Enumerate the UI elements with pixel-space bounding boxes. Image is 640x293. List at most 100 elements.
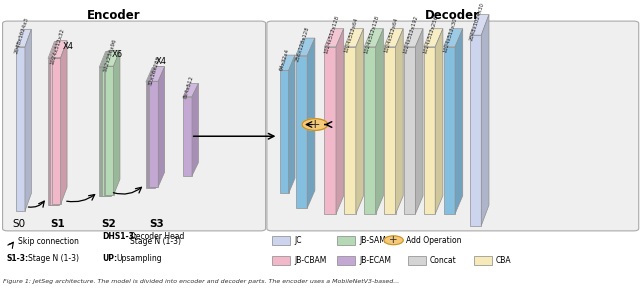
Text: 32x16x288: 32x16x288 bbox=[148, 55, 161, 86]
Polygon shape bbox=[364, 47, 376, 214]
Polygon shape bbox=[104, 50, 120, 66]
Polygon shape bbox=[183, 84, 198, 97]
Text: 2048x1024x30: 2048x1024x30 bbox=[468, 2, 485, 42]
Polygon shape bbox=[280, 55, 295, 70]
Polygon shape bbox=[147, 82, 156, 187]
Polygon shape bbox=[57, 42, 63, 205]
Text: S1: S1 bbox=[50, 219, 65, 229]
Text: Decoder: Decoder bbox=[426, 9, 480, 22]
Polygon shape bbox=[336, 29, 344, 214]
Polygon shape bbox=[344, 29, 364, 47]
Polygon shape bbox=[435, 29, 443, 214]
Polygon shape bbox=[101, 67, 110, 196]
Text: X6: X6 bbox=[111, 50, 123, 59]
Polygon shape bbox=[61, 41, 67, 204]
Polygon shape bbox=[100, 51, 116, 67]
Polygon shape bbox=[364, 29, 383, 47]
Text: S1-3:: S1-3: bbox=[6, 254, 29, 263]
Polygon shape bbox=[113, 50, 120, 195]
FancyBboxPatch shape bbox=[3, 21, 266, 231]
Text: Encoder: Encoder bbox=[87, 9, 141, 22]
Text: JB-CBAM: JB-CBAM bbox=[294, 256, 327, 265]
Polygon shape bbox=[307, 38, 315, 208]
Polygon shape bbox=[384, 29, 403, 47]
Polygon shape bbox=[16, 47, 25, 211]
Polygon shape bbox=[102, 51, 118, 67]
Text: 1024x512x64: 1024x512x64 bbox=[344, 16, 359, 53]
Polygon shape bbox=[149, 81, 158, 187]
Polygon shape bbox=[146, 67, 161, 82]
Text: Skip connection: Skip connection bbox=[18, 237, 79, 246]
Polygon shape bbox=[158, 67, 164, 187]
FancyBboxPatch shape bbox=[272, 236, 290, 245]
Polygon shape bbox=[48, 42, 63, 59]
Polygon shape bbox=[444, 47, 455, 214]
FancyBboxPatch shape bbox=[337, 256, 355, 265]
Polygon shape bbox=[376, 29, 383, 214]
Polygon shape bbox=[444, 29, 463, 47]
Polygon shape bbox=[404, 47, 415, 214]
Text: 1024x512x128: 1024x512x128 bbox=[363, 15, 380, 54]
Polygon shape bbox=[104, 51, 119, 67]
Polygon shape bbox=[148, 67, 164, 81]
Polygon shape bbox=[148, 81, 157, 187]
Polygon shape bbox=[296, 38, 315, 56]
Text: Concat: Concat bbox=[430, 256, 457, 265]
Text: +: + bbox=[310, 118, 320, 131]
Text: DHS1-3:: DHS1-3: bbox=[102, 232, 138, 241]
Polygon shape bbox=[384, 47, 396, 214]
Text: CBA: CBA bbox=[496, 256, 511, 265]
Polygon shape bbox=[111, 51, 118, 195]
Text: Stage N (1-3): Stage N (1-3) bbox=[130, 237, 181, 246]
Polygon shape bbox=[58, 41, 65, 205]
Circle shape bbox=[384, 236, 403, 245]
Polygon shape bbox=[52, 41, 67, 58]
Polygon shape bbox=[481, 15, 489, 226]
Polygon shape bbox=[146, 82, 155, 188]
Polygon shape bbox=[104, 66, 113, 195]
Polygon shape bbox=[415, 29, 423, 214]
Polygon shape bbox=[396, 29, 403, 214]
Polygon shape bbox=[99, 67, 108, 196]
Polygon shape bbox=[192, 84, 198, 176]
Text: X4: X4 bbox=[63, 42, 74, 51]
Polygon shape bbox=[344, 47, 356, 214]
Polygon shape bbox=[324, 47, 336, 214]
Text: +: + bbox=[389, 235, 398, 245]
Polygon shape bbox=[110, 51, 116, 196]
Polygon shape bbox=[289, 55, 295, 193]
Polygon shape bbox=[49, 41, 65, 58]
Polygon shape bbox=[424, 29, 443, 47]
Text: 1024x512x32: 1024x512x32 bbox=[49, 27, 65, 65]
Text: JC: JC bbox=[294, 236, 302, 245]
Circle shape bbox=[302, 119, 328, 130]
Polygon shape bbox=[51, 58, 60, 205]
Text: 2048x1024x3: 2048x1024x3 bbox=[13, 16, 29, 54]
FancyBboxPatch shape bbox=[337, 236, 355, 245]
FancyBboxPatch shape bbox=[408, 256, 426, 265]
Polygon shape bbox=[404, 29, 423, 47]
Polygon shape bbox=[470, 15, 489, 35]
Text: 512x256x96: 512x256x96 bbox=[102, 38, 117, 72]
Polygon shape bbox=[149, 67, 164, 81]
Polygon shape bbox=[100, 67, 109, 196]
Polygon shape bbox=[183, 97, 192, 176]
FancyBboxPatch shape bbox=[267, 21, 639, 231]
Polygon shape bbox=[280, 70, 289, 193]
FancyBboxPatch shape bbox=[272, 256, 290, 265]
Text: Add Operation: Add Operation bbox=[406, 236, 462, 245]
Text: X4: X4 bbox=[156, 57, 167, 66]
Polygon shape bbox=[108, 52, 115, 196]
Polygon shape bbox=[113, 51, 119, 195]
Text: 1024x512x64: 1024x512x64 bbox=[383, 16, 399, 53]
Polygon shape bbox=[102, 67, 111, 195]
Text: S3: S3 bbox=[149, 219, 164, 229]
Polygon shape bbox=[424, 47, 435, 214]
Text: S2: S2 bbox=[101, 219, 116, 229]
Text: 64x32x4: 64x32x4 bbox=[279, 48, 291, 71]
Polygon shape bbox=[156, 67, 163, 187]
Polygon shape bbox=[16, 29, 31, 47]
Text: Stage N (1-3): Stage N (1-3) bbox=[28, 254, 79, 263]
Text: JB-ECAM: JB-ECAM bbox=[360, 256, 392, 265]
Text: JB-SAM: JB-SAM bbox=[360, 236, 387, 245]
